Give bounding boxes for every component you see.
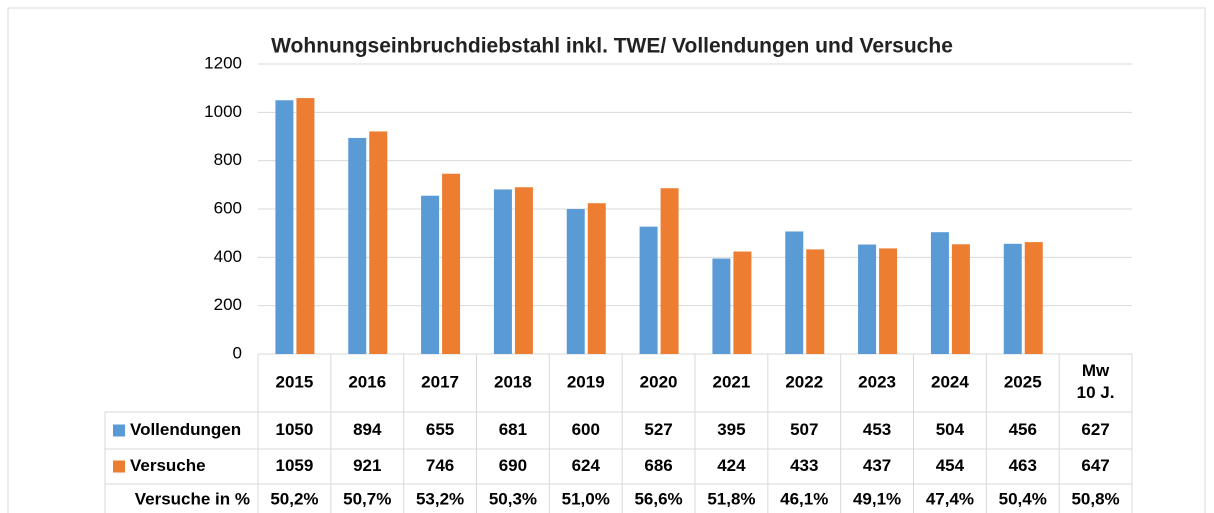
bar — [369, 131, 388, 354]
y-tick-label: 200 — [214, 295, 242, 314]
bar — [1024, 242, 1043, 354]
y-tick-label: 600 — [214, 198, 242, 217]
table-percent: 50,7% — [343, 489, 391, 508]
frame — [7, 7, 1206, 513]
x-tick-label: 2015 — [276, 372, 314, 391]
bar — [348, 137, 367, 354]
bar — [514, 187, 533, 354]
table-value: 453 — [863, 420, 891, 439]
y-tick-label: 400 — [214, 247, 242, 266]
bar — [733, 251, 752, 354]
legend-key — [113, 460, 125, 473]
bar — [296, 98, 315, 354]
table-value: 437 — [863, 456, 891, 475]
x-tick-label: 2016 — [348, 372, 386, 391]
table-value: 655 — [426, 420, 454, 439]
x-tick-label: 2020 — [640, 372, 678, 391]
bar — [639, 226, 658, 354]
bar — [930, 232, 949, 354]
legend-label: Versuche — [130, 456, 206, 475]
table-value: 504 — [936, 420, 965, 439]
x-tick-label: 2023 — [858, 372, 896, 391]
x-tick-label: 2021 — [713, 372, 751, 391]
bar — [442, 173, 461, 354]
table-percent: 50,2% — [270, 489, 318, 508]
bar — [712, 258, 731, 354]
bar — [493, 189, 512, 354]
row-label: Versuche in % — [135, 489, 250, 508]
table-value: 424 — [717, 456, 746, 475]
table-value: 690 — [499, 456, 527, 475]
bar — [566, 209, 585, 354]
table-value: 433 — [790, 456, 818, 475]
table-value: 624 — [572, 456, 601, 475]
bar — [785, 231, 804, 354]
table-value: 746 — [426, 456, 454, 475]
x-tick-label: 2019 — [567, 372, 605, 391]
table-value: 681 — [499, 420, 527, 439]
table-value: 686 — [644, 456, 672, 475]
table-percent: 47,4% — [926, 489, 974, 508]
x-tick-label: Mw 10 J. — [1077, 361, 1115, 402]
x-tick-label: 2022 — [785, 372, 823, 391]
table-percent: 46,1% — [780, 489, 828, 508]
table-value: 894 — [353, 420, 382, 439]
table-percent: 51,8% — [707, 489, 755, 508]
legend-key — [113, 424, 125, 437]
y-tick-label: 0 — [233, 343, 242, 362]
bar — [951, 244, 970, 354]
table-percent: 50,4% — [999, 489, 1047, 508]
y-tick-label: 1000 — [204, 102, 242, 121]
y-tick-label: 1200 — [204, 53, 242, 72]
table-value: 627 — [1081, 420, 1109, 439]
table-value: 921 — [353, 456, 381, 475]
table-value: 527 — [644, 420, 672, 439]
table-percent: 53,2% — [416, 489, 464, 508]
table-value: 600 — [572, 420, 600, 439]
table-percent: 50,8% — [1071, 489, 1119, 508]
table-percent: 49,1% — [853, 489, 901, 508]
x-tick-label: 2025 — [1004, 372, 1042, 391]
bar — [587, 203, 606, 354]
bar — [879, 248, 898, 354]
bar — [1003, 243, 1022, 354]
legend-label: Vollendungen — [130, 420, 241, 439]
chart-title: Wohnungseinbruchdiebstahl inkl. TWE/ Vol… — [271, 35, 953, 58]
bar — [275, 100, 294, 354]
x-tick-label: 2018 — [494, 372, 532, 391]
table-percent: 56,6% — [634, 489, 682, 508]
table-percent: 51,0% — [562, 489, 610, 508]
bar — [858, 244, 877, 354]
table-value: 395 — [717, 420, 745, 439]
bar — [806, 249, 825, 354]
table-value: 463 — [1009, 456, 1037, 475]
table-percent: 50,3% — [489, 489, 537, 508]
bar — [660, 188, 679, 354]
x-tick-label: 2017 — [421, 372, 459, 391]
y-tick-label: 800 — [214, 150, 242, 169]
table-value: 1050 — [276, 420, 314, 439]
table-value: 507 — [790, 420, 818, 439]
table-value: 647 — [1081, 456, 1109, 475]
table-value: 1059 — [276, 456, 314, 475]
table-value: 456 — [1009, 420, 1037, 439]
x-tick-label: 2024 — [931, 372, 969, 391]
table-value: 454 — [936, 456, 965, 475]
bar — [421, 195, 440, 354]
